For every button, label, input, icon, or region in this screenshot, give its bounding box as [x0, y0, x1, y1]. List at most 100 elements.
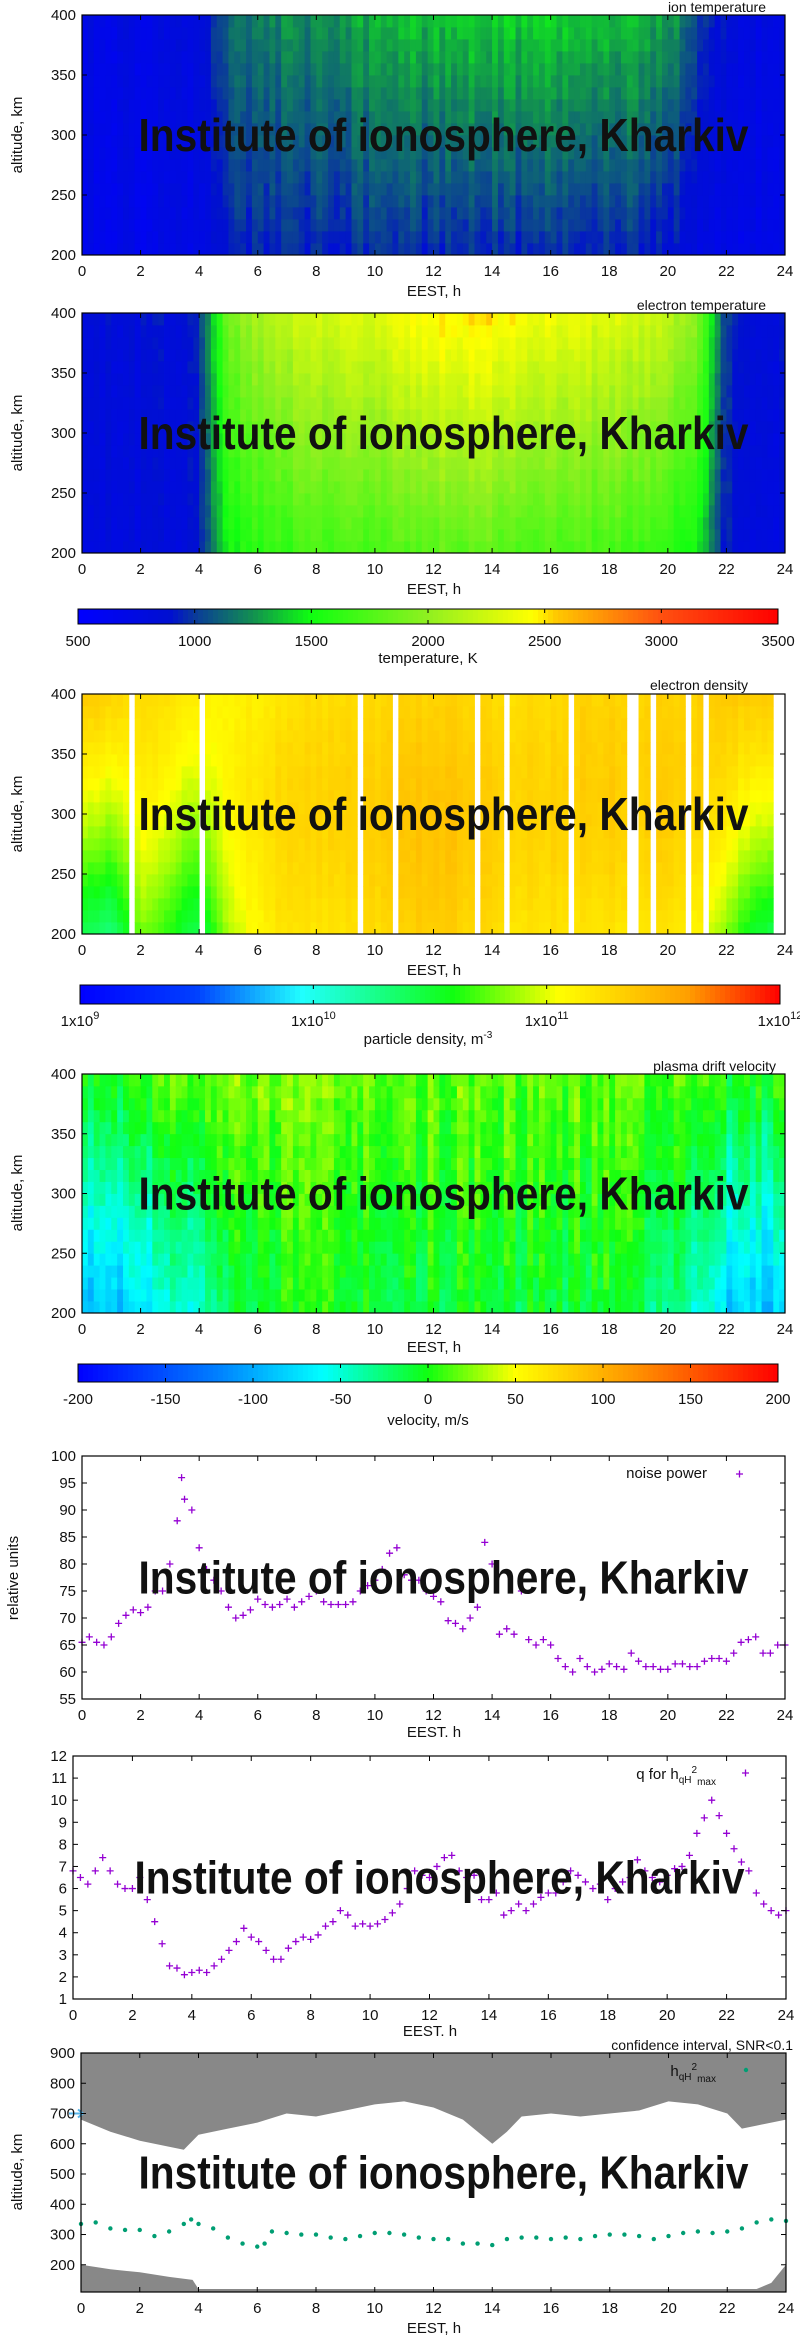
colorbar-swatch: [428, 609, 434, 624]
heatmap-cell: [533, 147, 540, 160]
heatmap-cell: [298, 385, 306, 398]
colorbar-swatch: [288, 609, 294, 624]
heatmap-cell: [538, 15, 546, 28]
heatmap-cell: [486, 15, 493, 28]
heatmap-cell: [650, 63, 657, 76]
heatmap-cell: [380, 409, 388, 422]
heatmap-cell: [562, 51, 569, 64]
heatmap-cell: [281, 51, 288, 64]
heatmap-cell: [579, 75, 587, 88]
heatmap-cell: [462, 313, 470, 326]
heatmap-cell: [357, 325, 364, 338]
heatmap-cell: [480, 493, 487, 506]
heatmap-cell: [216, 195, 223, 208]
heatmap-cell: [181, 373, 188, 386]
heatmap-cell: [574, 481, 581, 494]
heatmap-cell: [509, 337, 516, 350]
heatmap-cell: [158, 361, 165, 374]
heatmap-cell: [503, 433, 511, 446]
heatmap-cell: [292, 421, 300, 434]
heatmap-cell: [673, 313, 680, 326]
heatmap-cell: [474, 75, 481, 88]
heatmap-cell: [521, 231, 528, 244]
heatmap-cell: [626, 63, 634, 76]
heatmap-cell: [87, 147, 95, 160]
heatmap-cell: [164, 51, 171, 64]
heatmap-cell: [345, 231, 352, 244]
heatmap-cell: [462, 39, 470, 52]
heatmap-cell: [357, 51, 364, 64]
heatmap-cell: [656, 39, 663, 52]
heatmap-cell: [398, 421, 405, 434]
heatmap-cell: [761, 195, 768, 208]
heatmap-cell: [650, 385, 657, 398]
heatmap-cell: [609, 171, 616, 184]
heatmap-cell: [316, 159, 323, 172]
heatmap-cell: [603, 39, 610, 52]
heatmap-cell: [667, 409, 675, 422]
heatmap-cell: [726, 421, 733, 434]
heatmap-cell: [257, 195, 265, 208]
heatmap-cell: [128, 373, 136, 386]
heatmap-cell: [205, 183, 212, 196]
heatmap-cell: [386, 529, 393, 542]
heatmap-cell: [328, 385, 335, 398]
heatmap-cell: [269, 421, 276, 434]
heatmap-cell: [761, 445, 768, 458]
heatmap-cell: [210, 349, 218, 362]
heatmap-cell: [632, 481, 639, 494]
heatmap-cell: [251, 111, 259, 124]
heatmap-cell: [644, 457, 651, 470]
heatmap-cell: [158, 123, 165, 136]
heatmap-cell: [492, 445, 499, 458]
heatmap-cell: [433, 99, 440, 112]
heatmap-cell: [603, 99, 610, 112]
heatmap-cell: [568, 171, 575, 184]
heatmap-cell: [310, 63, 317, 76]
heatmap-cell: [263, 349, 270, 362]
heatmap-cell: [691, 469, 698, 482]
heatmap-cell: [351, 195, 358, 208]
heatmap-cell: [421, 481, 429, 494]
heatmap-cell: [767, 123, 774, 136]
heatmap-cell: [556, 15, 563, 28]
heatmap-cell: [421, 421, 429, 434]
heatmap-cell: [374, 337, 382, 350]
heatmap-cell: [591, 135, 598, 148]
heatmap-cell: [363, 207, 370, 220]
heatmap-cell: [357, 159, 364, 172]
heatmap-cell: [527, 147, 534, 160]
heatmap-cell: [123, 87, 130, 100]
heatmap-cell: [644, 349, 651, 362]
heatmap-cell: [468, 159, 475, 172]
colorbar-swatch: [303, 609, 309, 624]
heatmap-cell: [474, 409, 481, 422]
heatmap-cell: [269, 481, 276, 494]
x-tick-label: 20: [659, 561, 676, 578]
heatmap-cell: [749, 469, 757, 482]
heatmap-cell: [708, 195, 716, 208]
heatmap-cell: [322, 51, 329, 64]
heatmap-cell: [392, 87, 399, 100]
heatmap-cell: [773, 493, 780, 506]
heatmap-cell: [538, 243, 546, 256]
heatmap-cell: [503, 493, 511, 506]
heatmap-cell: [661, 385, 669, 398]
heatmap-cell: [146, 99, 153, 112]
heatmap-cell: [749, 75, 757, 88]
heatmap-cell: [656, 183, 663, 196]
heatmap-cell: [117, 87, 124, 100]
heatmap-cell: [292, 51, 300, 64]
heatmap-cell: [738, 337, 745, 350]
heatmap-cell: [591, 111, 598, 124]
heatmap-cell: [251, 433, 259, 446]
heatmap-cell: [585, 207, 593, 220]
heatmap-cell: [626, 147, 634, 160]
heatmap-cell: [404, 51, 411, 64]
heatmap-cell: [492, 75, 499, 88]
heatmap-cell: [603, 243, 610, 256]
heatmap-cell: [164, 337, 171, 350]
heatmap-cell: [492, 15, 499, 28]
heatmap-cell: [199, 75, 206, 88]
heatmap-cell: [538, 541, 546, 554]
